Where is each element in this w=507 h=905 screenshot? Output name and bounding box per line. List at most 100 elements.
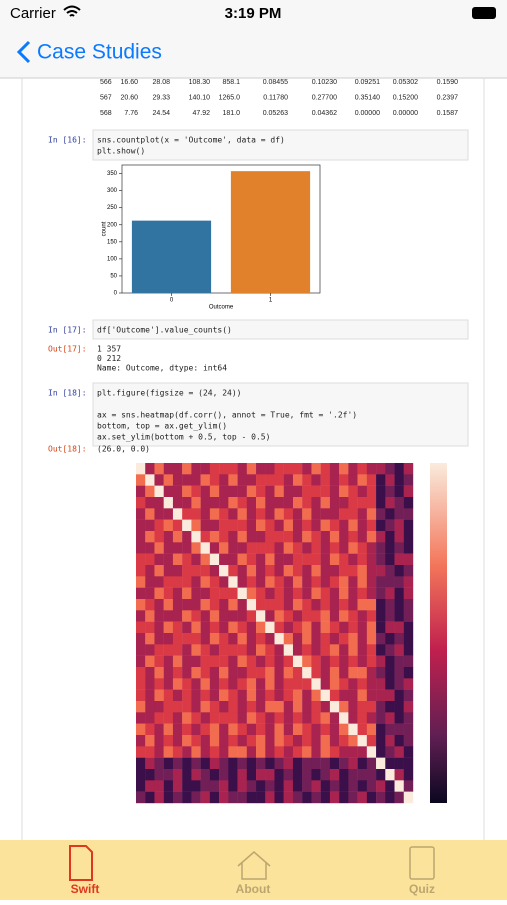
heatmap-cell	[136, 735, 146, 747]
heatmap-cell	[283, 678, 294, 690]
about-icon[interactable]	[237, 851, 271, 880]
heatmap-cell	[154, 542, 164, 554]
heatmap-cell	[172, 463, 183, 475]
heatmap-cell	[385, 746, 395, 758]
heatmap-cell	[172, 576, 183, 588]
heatmap-cell	[191, 565, 201, 577]
heatmap-cell	[256, 497, 266, 509]
heatmap-cell	[292, 746, 303, 758]
heatmap-cell	[145, 587, 155, 600]
heatmap-cell	[163, 576, 174, 588]
heatmap-cell	[265, 678, 275, 690]
heatmap-cell	[376, 485, 386, 498]
heatmap-cell	[219, 757, 229, 770]
heatmap-cell	[339, 689, 349, 702]
heatmap-cell	[366, 655, 377, 668]
heatmap-cell	[348, 576, 358, 588]
heatmap-cell	[329, 780, 340, 792]
swift-icon[interactable]	[69, 845, 93, 881]
heatmap-cell	[246, 678, 257, 690]
heatmap-cell	[256, 565, 266, 577]
heatmap-cell	[163, 633, 174, 645]
heatmap-cell	[339, 565, 349, 577]
heatmap-cell	[320, 780, 331, 792]
heatmap-cell	[376, 599, 386, 611]
heatmap-cell	[145, 565, 155, 577]
heatmap-cell	[385, 531, 395, 543]
heatmap-cell	[292, 497, 303, 509]
heatmap-cell	[209, 474, 220, 486]
heatmap-cell	[219, 565, 229, 577]
heatmap-cell	[339, 667, 349, 679]
heatmap-cell	[136, 769, 146, 781]
quiz-icon[interactable]	[409, 846, 435, 880]
heatmap-cell	[145, 497, 155, 509]
heatmap-cell	[329, 565, 340, 577]
heatmap-cell	[145, 746, 155, 758]
heatmap-cell	[191, 519, 201, 532]
heatmap-cell	[329, 633, 340, 645]
heatmap-cell	[366, 542, 377, 554]
heatmap-cell	[145, 542, 155, 554]
heatmap-cell	[274, 485, 284, 498]
heatmap-cell	[348, 542, 358, 554]
heatmap-cell	[403, 791, 414, 804]
heatmap-cell	[200, 531, 211, 543]
back-button[interactable]: Case Studies	[37, 41, 162, 64]
heatmap-cell	[265, 599, 275, 611]
heatmap-cell	[237, 565, 247, 577]
heatmap-cell	[219, 689, 229, 702]
heatmap-cell	[191, 633, 201, 645]
heatmap-cell	[154, 689, 164, 702]
heatmap-cell	[154, 485, 164, 498]
heatmap-cell	[191, 474, 201, 486]
heatmap-cell	[237, 757, 247, 770]
heatmap-cell	[172, 621, 183, 634]
heatmap-cell	[292, 519, 303, 532]
heatmap-cell	[209, 723, 220, 736]
table-cell: 29.33	[152, 94, 170, 101]
heatmap-cell	[292, 610, 303, 622]
heatmap-cell	[329, 485, 340, 498]
tab-label[interactable]: About	[236, 882, 271, 896]
y-tick-label: 0	[114, 291, 118, 297]
tab-label[interactable]: Swift	[71, 882, 100, 896]
heatmap-cell	[302, 519, 312, 532]
heatmap-cell	[265, 757, 275, 770]
heatmap-cell	[366, 723, 377, 736]
heatmap-cell	[246, 463, 257, 475]
heatmap-cell	[219, 542, 229, 554]
heatmap-cell	[163, 701, 174, 713]
heatmap-cell	[302, 655, 312, 668]
heatmap-cell	[366, 712, 377, 724]
heatmap-cell	[366, 587, 377, 600]
heatmap-cell	[182, 508, 192, 520]
heatmap-cell	[366, 474, 377, 486]
heatmap-cell	[320, 587, 331, 600]
heatmap-cell	[200, 565, 211, 577]
heatmap-cell	[394, 531, 404, 543]
heatmap-cell	[302, 610, 312, 622]
back-chevron[interactable]	[16, 40, 31, 64]
heatmap-cell	[320, 508, 331, 520]
heatmap-cell	[163, 463, 174, 475]
heatmap-cell	[256, 678, 266, 690]
heatmap-cell	[283, 485, 294, 498]
output-line: (26.0, 0.0)	[97, 445, 150, 454]
tab-label[interactable]: Quiz	[409, 882, 435, 896]
heatmap-cell	[394, 689, 404, 702]
heatmap-cell	[283, 769, 294, 781]
heatmap-cell	[163, 769, 174, 781]
heatmap-cell	[320, 769, 331, 781]
heatmap-cell	[376, 757, 386, 770]
heatmap-cell	[311, 769, 321, 781]
heatmap-cell	[385, 667, 395, 679]
heatmap-cell	[219, 701, 229, 713]
heatmap-cell	[357, 689, 368, 702]
heatmap-cell	[292, 565, 303, 577]
heatmap-cell	[403, 780, 414, 792]
heatmap-cell	[311, 463, 321, 475]
heatmap-cell	[219, 621, 229, 634]
heatmap-cell	[219, 791, 229, 804]
heatmap-cell	[283, 723, 294, 736]
